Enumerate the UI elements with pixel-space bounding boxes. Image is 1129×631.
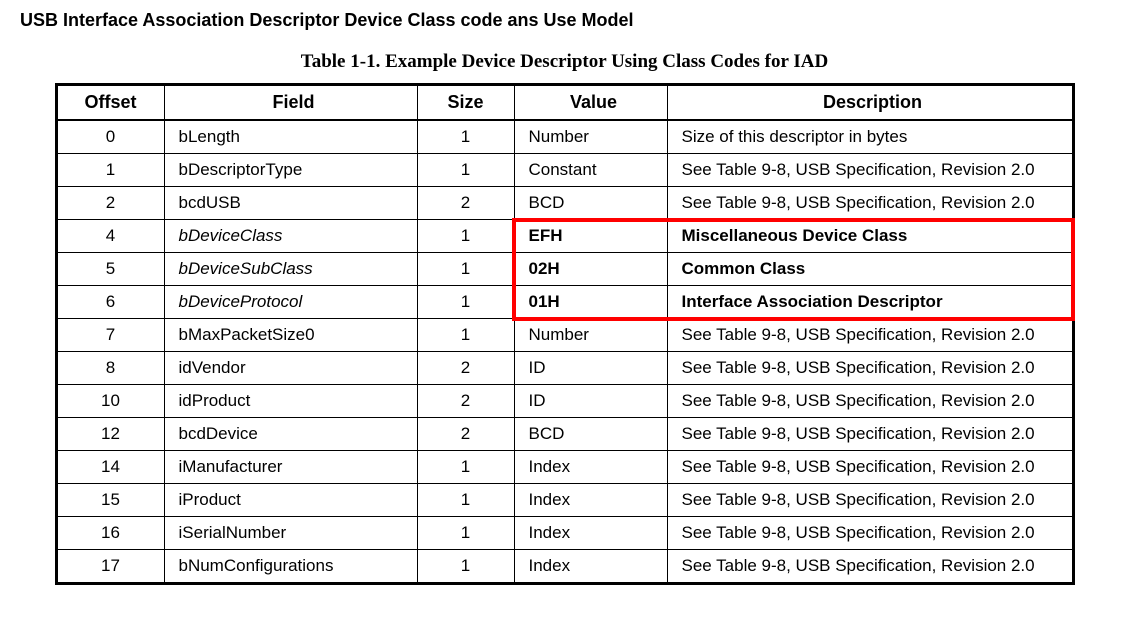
cell-offset: 7 (56, 319, 164, 352)
cell-description: Size of this descriptor in bytes (667, 120, 1073, 154)
cell-value: Constant (514, 154, 667, 187)
cell-field: bcdUSB (164, 187, 417, 220)
cell-size: 2 (417, 187, 514, 220)
table-row: 2bcdUSB2BCDSee Table 9-8, USB Specificat… (56, 187, 1073, 220)
cell-size: 1 (417, 120, 514, 154)
cell-description: See Table 9-8, USB Specification, Revisi… (667, 451, 1073, 484)
cell-size: 1 (417, 550, 514, 584)
cell-description: Miscellaneous Device Class (667, 220, 1073, 253)
cell-offset: 1 (56, 154, 164, 187)
cell-field: idProduct (164, 385, 417, 418)
cell-size: 1 (417, 286, 514, 319)
cell-offset: 4 (56, 220, 164, 253)
col-header-offset: Offset (56, 85, 164, 121)
cell-description: Interface Association Descriptor (667, 286, 1073, 319)
cell-size: 1 (417, 253, 514, 286)
cell-description: See Table 9-8, USB Specification, Revisi… (667, 352, 1073, 385)
cell-size: 1 (417, 517, 514, 550)
cell-size: 1 (417, 220, 514, 253)
cell-description: See Table 9-8, USB Specification, Revisi… (667, 517, 1073, 550)
table-row: 10idProduct2IDSee Table 9-8, USB Specifi… (56, 385, 1073, 418)
cell-size: 1 (417, 484, 514, 517)
cell-field: bcdDevice (164, 418, 417, 451)
table-row: 5bDeviceSubClass102HCommon Class (56, 253, 1073, 286)
cell-field: iSerialNumber (164, 517, 417, 550)
cell-size: 1 (417, 319, 514, 352)
table-row: 6bDeviceProtocol101HInterface Associatio… (56, 286, 1073, 319)
cell-value: BCD (514, 187, 667, 220)
cell-value: Number (514, 120, 667, 154)
col-header-description: Description (667, 85, 1073, 121)
cell-offset: 8 (56, 352, 164, 385)
cell-value: 01H (514, 286, 667, 319)
cell-offset: 6 (56, 286, 164, 319)
cell-offset: 12 (56, 418, 164, 451)
cell-value: Index (514, 484, 667, 517)
cell-field: bDeviceClass (164, 220, 417, 253)
cell-field: bDescriptorType (164, 154, 417, 187)
cell-description: See Table 9-8, USB Specification, Revisi… (667, 484, 1073, 517)
cell-size: 1 (417, 154, 514, 187)
cell-offset: 17 (56, 550, 164, 584)
cell-field: bNumConfigurations (164, 550, 417, 584)
cell-offset: 14 (56, 451, 164, 484)
cell-field: iProduct (164, 484, 417, 517)
cell-size: 2 (417, 385, 514, 418)
table-row: 7bMaxPacketSize01NumberSee Table 9-8, US… (56, 319, 1073, 352)
cell-size: 2 (417, 352, 514, 385)
cell-description: See Table 9-8, USB Specification, Revisi… (667, 319, 1073, 352)
cell-offset: 2 (56, 187, 164, 220)
cell-description: Common Class (667, 253, 1073, 286)
cell-offset: 10 (56, 385, 164, 418)
cell-offset: 15 (56, 484, 164, 517)
cell-field: idVendor (164, 352, 417, 385)
col-header-size: Size (417, 85, 514, 121)
cell-value: BCD (514, 418, 667, 451)
cell-description: See Table 9-8, USB Specification, Revisi… (667, 385, 1073, 418)
cell-description: See Table 9-8, USB Specification, Revisi… (667, 187, 1073, 220)
table-row: 4bDeviceClass1EFHMiscellaneous Device Cl… (56, 220, 1073, 253)
cell-offset: 5 (56, 253, 164, 286)
cell-value: EFH (514, 220, 667, 253)
table-row: 0bLength1NumberSize of this descriptor i… (56, 120, 1073, 154)
cell-description: See Table 9-8, USB Specification, Revisi… (667, 418, 1073, 451)
cell-value: Index (514, 550, 667, 584)
table-row: 15iProduct1IndexSee Table 9-8, USB Speci… (56, 484, 1073, 517)
cell-field: iManufacturer (164, 451, 417, 484)
table-caption: Table 1-1. Example Device Descriptor Usi… (20, 51, 1109, 73)
cell-value: ID (514, 352, 667, 385)
cell-value: Index (514, 517, 667, 550)
cell-value: Index (514, 451, 667, 484)
cell-offset: 16 (56, 517, 164, 550)
table-row: 17bNumConfigurations1IndexSee Table 9-8,… (56, 550, 1073, 584)
table-row: 12bcdDevice2BCDSee Table 9-8, USB Specif… (56, 418, 1073, 451)
page-title: USB Interface Association Descriptor Dev… (20, 10, 1109, 31)
cell-description: See Table 9-8, USB Specification, Revisi… (667, 154, 1073, 187)
cell-field: bLength (164, 120, 417, 154)
cell-value: ID (514, 385, 667, 418)
cell-field: bDeviceSubClass (164, 253, 417, 286)
cell-description: See Table 9-8, USB Specification, Revisi… (667, 550, 1073, 584)
cell-size: 1 (417, 451, 514, 484)
cell-size: 2 (417, 418, 514, 451)
col-header-field: Field (164, 85, 417, 121)
cell-field: bDeviceProtocol (164, 286, 417, 319)
table-header-row: Offset Field Size Value Description (56, 85, 1073, 121)
table-row: 14iManufacturer1IndexSee Table 9-8, USB … (56, 451, 1073, 484)
table-row: 8idVendor2IDSee Table 9-8, USB Specifica… (56, 352, 1073, 385)
cell-value: 02H (514, 253, 667, 286)
cell-value: Number (514, 319, 667, 352)
descriptor-table: Offset Field Size Value Description 0bLe… (55, 83, 1075, 585)
cell-offset: 0 (56, 120, 164, 154)
cell-field: bMaxPacketSize0 (164, 319, 417, 352)
table-row: 16iSerialNumber1IndexSee Table 9-8, USB … (56, 517, 1073, 550)
col-header-value: Value (514, 85, 667, 121)
table-row: 1bDescriptorType1ConstantSee Table 9-8, … (56, 154, 1073, 187)
